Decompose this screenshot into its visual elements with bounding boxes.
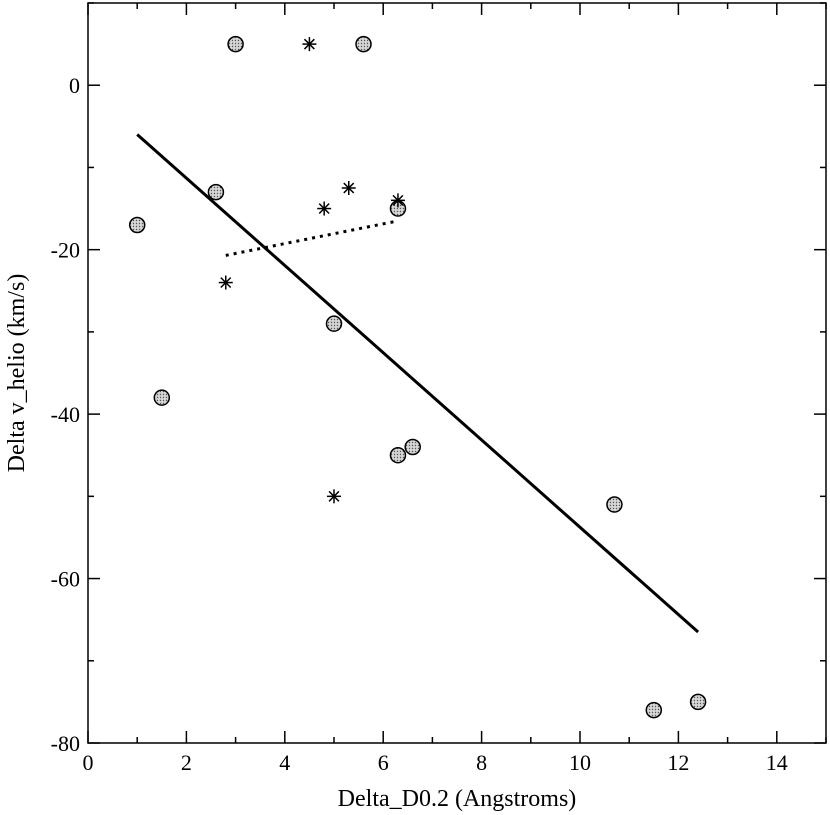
circle-marker: [645, 701, 663, 719]
circle-marker: [325, 315, 343, 332]
y-tick-label: -60: [51, 567, 80, 592]
dotted-fit-line: [225, 219, 399, 257]
asterisk-marker: [390, 193, 405, 208]
asterisk-marker: [317, 201, 332, 216]
circle-marker: [689, 693, 707, 711]
x-tick-label: 6: [378, 750, 389, 775]
x-tick-label: 0: [83, 750, 94, 775]
circle-marker: [389, 446, 407, 464]
fit-lines: [136, 133, 700, 634]
x-tick-label: 2: [181, 750, 192, 775]
circle-marker: [207, 183, 225, 201]
x-tick-label: 12: [667, 750, 689, 775]
asterisk-marker: [327, 489, 341, 504]
x-axis-label: Delta_D0.2 (Angstroms): [338, 786, 577, 812]
y-tick-label: -80: [51, 731, 80, 756]
circle-marker: [606, 496, 623, 513]
x-tick-label: 4: [279, 750, 290, 775]
plot-frame: [87, 2, 827, 744]
y-tick-label: 0: [69, 73, 80, 98]
solid-fit-line: [136, 133, 700, 634]
circle-marker: [153, 389, 171, 406]
circle-marker: [355, 35, 372, 53]
y-axis-label: Delta v_helio (km/s): [4, 274, 30, 473]
asterisk-marker: [302, 37, 317, 52]
circle-marker: [128, 216, 146, 234]
asterisk-marker: [341, 181, 356, 195]
x-tick-label: 10: [569, 750, 591, 775]
y-tick-label: -20: [51, 238, 80, 263]
circle-marker: [227, 35, 244, 53]
x-tick-label: 14: [766, 750, 788, 775]
axis-tick-labels: 0 2 4 6 8 10 12 14 0 -20 -40 -60 -80: [51, 73, 788, 775]
y-tick-label: -40: [51, 402, 80, 427]
x-tick-label: 8: [476, 750, 487, 775]
circle-marker: [404, 438, 421, 456]
asterisk-marker: [218, 275, 233, 290]
axis-ticks: [87, 2, 827, 744]
data-markers: [128, 35, 707, 719]
